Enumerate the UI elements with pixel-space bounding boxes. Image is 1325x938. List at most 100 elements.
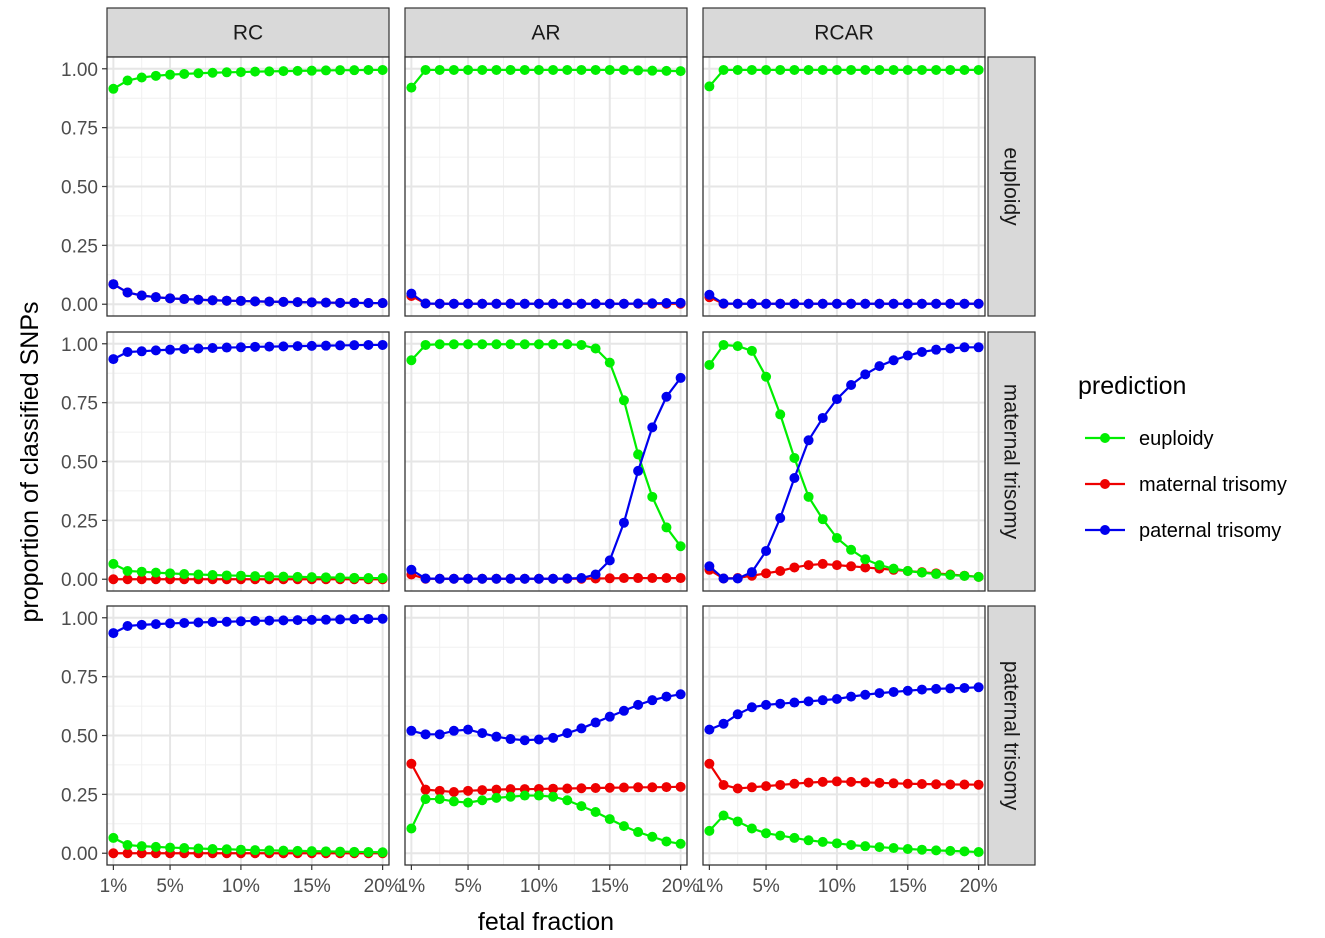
data-point-euploidy xyxy=(704,359,715,370)
data-point-paternal xyxy=(590,717,601,728)
data-point-paternal xyxy=(916,347,927,358)
data-point-euploidy xyxy=(618,821,629,832)
data-point-euploidy xyxy=(888,64,899,75)
data-point-euploidy xyxy=(817,514,828,525)
data-point-paternal xyxy=(335,614,346,625)
data-point-euploidy xyxy=(718,339,729,350)
data-point-euploidy xyxy=(193,68,204,79)
axes-layer: 0.00 0.25 0.50 0.75 1.00 0.00 0.25 0.50 0.75 1.00… xyxy=(61,60,998,897)
y-tick-label: 1.00 xyxy=(61,60,98,81)
data-point-paternal xyxy=(803,696,814,707)
legend-key-point xyxy=(1100,525,1110,535)
data-point-maternal xyxy=(704,758,715,769)
data-point-euploidy xyxy=(548,791,559,802)
data-point-paternal xyxy=(789,298,800,309)
data-point-paternal xyxy=(959,298,970,309)
series-paternal xyxy=(108,613,388,639)
data-point-euploidy xyxy=(477,795,488,806)
row-strip-paternal-trisomy: paternal trisomy xyxy=(987,605,1036,866)
data-point-paternal xyxy=(562,573,573,584)
data-point-paternal xyxy=(193,343,204,354)
data-point-euploidy xyxy=(874,64,885,75)
data-point-maternal xyxy=(675,573,686,584)
series-maternal xyxy=(704,758,984,794)
data-point-paternal xyxy=(846,691,857,702)
data-point-paternal xyxy=(647,422,658,433)
data-point-maternal xyxy=(775,779,786,790)
data-point-maternal xyxy=(505,784,516,795)
data-point-paternal xyxy=(278,296,289,307)
data-point-euploidy xyxy=(420,64,431,75)
data-point-euploidy xyxy=(931,845,942,856)
data-point-euploidy xyxy=(633,65,644,76)
data-point-paternal xyxy=(420,573,431,584)
data-point-euploidy xyxy=(136,841,147,852)
data-point-euploidy xyxy=(165,842,176,853)
data-point-euploidy xyxy=(576,801,587,812)
data-point-euploidy xyxy=(775,830,786,841)
data-point-paternal xyxy=(491,298,502,309)
data-point-euploidy xyxy=(533,790,544,801)
data-point-paternal xyxy=(235,295,246,306)
data-point-paternal xyxy=(931,683,942,694)
data-point-paternal xyxy=(590,298,601,309)
data-point-euploidy xyxy=(306,65,317,76)
series-euploidy xyxy=(704,339,984,582)
data-point-paternal xyxy=(661,691,672,702)
data-point-euploidy xyxy=(732,64,743,75)
panel-euploidy-rcar xyxy=(702,56,986,317)
data-point-euploidy xyxy=(221,67,232,78)
data-point-paternal xyxy=(548,573,559,584)
data-point-euploidy xyxy=(491,64,502,75)
data-point-euploidy xyxy=(846,839,857,850)
series-paternal xyxy=(704,342,984,584)
y-tick-label: 0.25 xyxy=(61,785,98,806)
panel-paternal-trisomy-rcar xyxy=(702,605,986,866)
series-paternal xyxy=(406,372,686,584)
panel-border xyxy=(702,331,986,592)
data-point-euploidy xyxy=(590,807,601,818)
data-point-euploidy xyxy=(406,82,417,93)
data-point-euploidy xyxy=(434,339,445,350)
data-point-euploidy xyxy=(519,64,530,75)
data-point-euploidy xyxy=(505,791,516,802)
data-point-euploidy xyxy=(250,66,261,77)
data-point-maternal xyxy=(548,783,559,794)
x-tick-label: 20% xyxy=(960,876,998,897)
data-point-euploidy xyxy=(448,64,459,75)
data-point-paternal xyxy=(463,724,474,735)
data-point-euploidy xyxy=(775,64,786,75)
data-point-euploidy xyxy=(675,541,686,552)
legend-title: prediction xyxy=(1078,372,1186,400)
data-point-euploidy xyxy=(775,409,786,420)
data-point-euploidy xyxy=(831,64,842,75)
data-point-paternal xyxy=(973,682,984,693)
data-point-paternal xyxy=(165,293,176,304)
data-point-paternal xyxy=(221,342,232,353)
data-point-paternal xyxy=(207,617,218,628)
y-axis-title: proportion of classified SNPs xyxy=(16,302,44,623)
data-point-paternal xyxy=(931,298,942,309)
data-point-euploidy xyxy=(420,339,431,350)
data-point-paternal xyxy=(888,298,899,309)
data-point-paternal xyxy=(477,728,488,739)
data-point-paternal xyxy=(973,298,984,309)
data-point-euploidy xyxy=(846,544,857,555)
y-tick-label: 0.50 xyxy=(61,727,98,748)
row-strip-label: maternal trisomy xyxy=(1000,384,1023,540)
strip-background xyxy=(987,331,1036,592)
data-point-paternal xyxy=(718,718,729,729)
data-point-euploidy xyxy=(108,832,119,843)
data-point-paternal xyxy=(576,298,587,309)
y-axis-row-2: 0.00 0.25 0.50 0.75 1.00 xyxy=(61,335,107,591)
data-point-euploidy xyxy=(562,64,573,75)
data-point-euploidy xyxy=(746,823,757,834)
data-point-euploidy xyxy=(193,843,204,854)
data-point-paternal xyxy=(221,295,232,306)
data-point-paternal xyxy=(888,355,899,366)
data-point-euploidy xyxy=(306,572,317,583)
data-point-maternal xyxy=(463,785,474,796)
data-point-euploidy xyxy=(732,341,743,352)
data-point-paternal xyxy=(902,350,913,361)
strip-background xyxy=(987,56,1036,317)
